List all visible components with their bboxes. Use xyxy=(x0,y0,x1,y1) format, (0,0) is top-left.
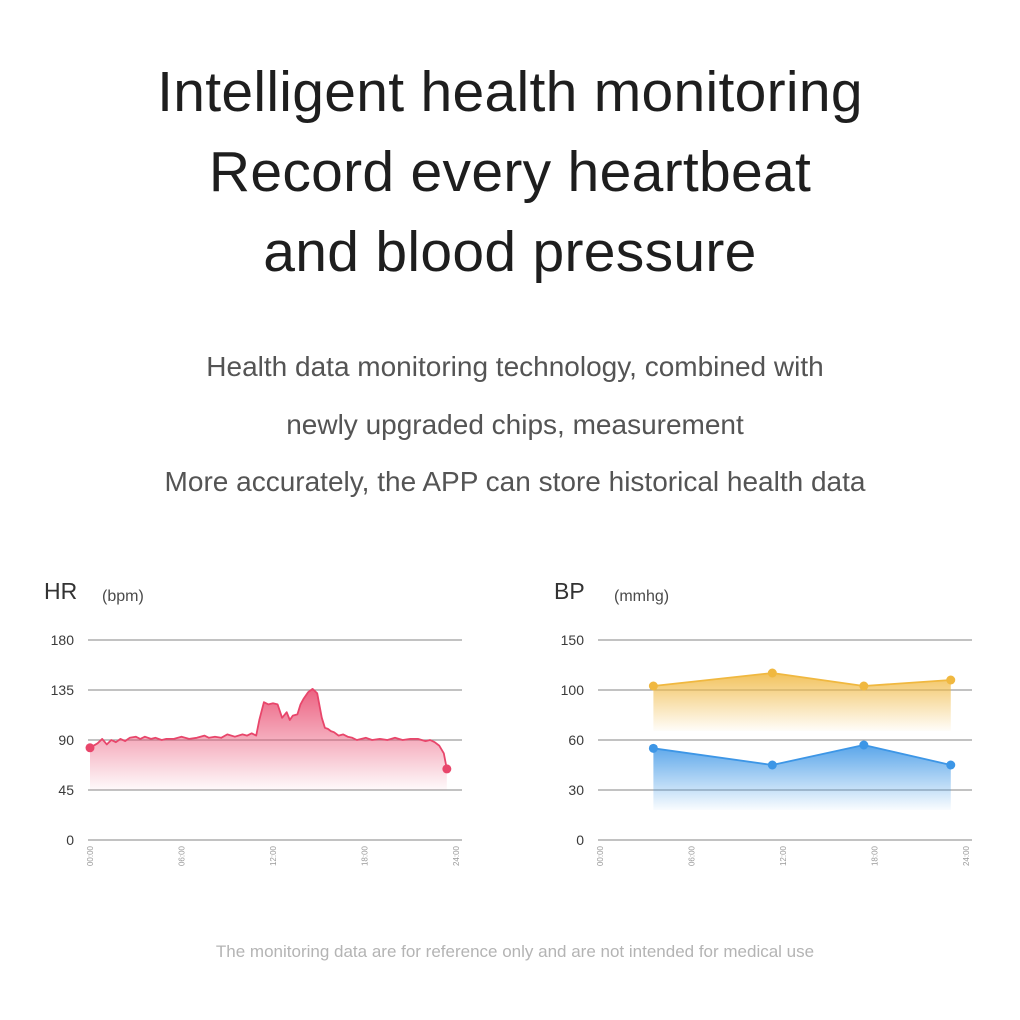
bp-series-1-line xyxy=(653,744,952,766)
hr-x-tick-label: 00:00 xyxy=(86,845,95,866)
disclaimer: The monitoring data are for reference on… xyxy=(215,942,815,961)
bp-data-point xyxy=(859,740,869,750)
hr-x-tick-label: 18:00 xyxy=(361,845,370,866)
description-line-1: Health data monitoring technology, combi… xyxy=(206,351,824,382)
bp-series-1-area xyxy=(653,745,951,810)
bp-x-tick-label: 06:00 xyxy=(688,845,697,866)
hr-y-tick-label: 90 xyxy=(58,732,74,748)
headline-line-2: Record every heartbeat xyxy=(208,140,812,204)
bp-data-point xyxy=(767,668,777,678)
bp-x-tick-label: 12:00 xyxy=(779,845,788,866)
bp-x-tick-label: 00:00 xyxy=(596,845,605,866)
hr-x-tick-label: 12:00 xyxy=(269,845,278,866)
headline-line-3: and blood pressure xyxy=(263,220,757,284)
bp-data-point xyxy=(648,743,658,753)
hr-data-point xyxy=(85,743,95,753)
hr-y-tick-label: 180 xyxy=(51,632,75,648)
description-line-3: More accurately, the APP can store histo… xyxy=(164,466,866,497)
hr-y-tick-label: 45 xyxy=(58,782,74,798)
hr-series-0-line xyxy=(89,688,448,770)
bp-y-tick-label: 60 xyxy=(568,732,584,748)
bp-title: BP xyxy=(554,578,585,604)
bp-series-0-line xyxy=(653,672,951,687)
hr-x-tick-label: 24:00 xyxy=(452,845,461,866)
hr-y-tick-label: 135 xyxy=(51,682,75,698)
bp-series-0-area xyxy=(653,673,951,731)
bp-y-tick-label: 0 xyxy=(576,832,584,848)
bp-x-tick-label: 24:00 xyxy=(962,845,971,866)
bp-data-point xyxy=(648,681,658,691)
bp-unit: (mmhg) xyxy=(614,588,669,605)
bp-y-tick-label: 100 xyxy=(561,682,585,698)
description: Health data monitoring technology, combi… xyxy=(0,338,1020,511)
description-line-2: newly upgraded chips, measurement xyxy=(286,408,744,440)
hr-series-0-area xyxy=(90,688,447,790)
hr-x-tick-label: 06:00 xyxy=(178,845,187,866)
bp-x-tick-label: 18:00 xyxy=(871,845,880,866)
bp-data-point xyxy=(767,760,777,770)
headline-line-1: Intelligent health monitoring xyxy=(157,60,863,124)
hr-data-point xyxy=(442,764,452,774)
bp-data-point xyxy=(946,760,956,770)
bp-y-tick-label: 150 xyxy=(561,632,585,648)
headline: Intelligent health monitoring Record eve… xyxy=(0,52,1020,292)
hr-y-tick-label: 0 xyxy=(66,832,74,848)
hr-chart: HR (bpm) 0 45 90 135 180 00:00 06:00 12:00 18:00 24… xyxy=(44,578,462,866)
bp-y-tick-label: 30 xyxy=(568,782,584,798)
hr-title: HR xyxy=(44,578,77,604)
bp-chart: BP (mmhg) 0 30 60 100 150 00:00 06:00 12:00 18:00 2… xyxy=(554,578,972,866)
bp-data-point xyxy=(946,675,956,685)
hr-unit: (bpm) xyxy=(102,588,144,605)
bp-data-point xyxy=(859,681,869,691)
